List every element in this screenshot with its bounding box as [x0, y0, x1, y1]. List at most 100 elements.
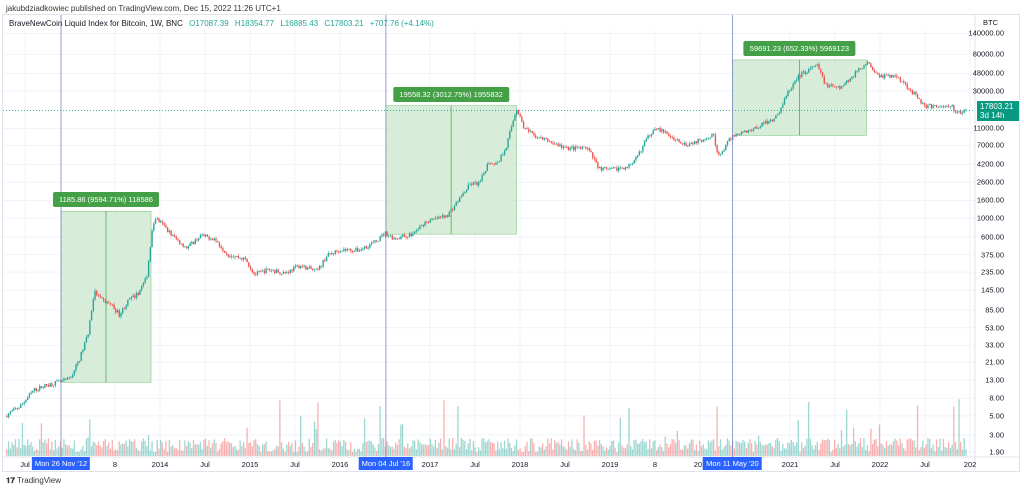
tradingview-logo[interactable]: 𝟏𝟕 TradingView [6, 476, 62, 485]
volume-bar [408, 448, 411, 456]
volume-bar [818, 449, 820, 456]
candle-body [139, 289, 141, 295]
volume-bar [334, 439, 336, 456]
candle-body [783, 98, 786, 105]
candle-body [519, 113, 521, 117]
volume-bar [545, 446, 547, 456]
volume-bar [963, 438, 965, 456]
candle-body [58, 380, 60, 382]
candle-body [870, 63, 872, 68]
volume-bar [438, 442, 440, 456]
volume-bar [433, 446, 435, 456]
volume-bar [265, 441, 267, 456]
volume-bar [960, 441, 962, 456]
volume-bar [847, 444, 850, 456]
candle-body [616, 167, 618, 171]
volume-bar [329, 448, 331, 456]
volume-bar [609, 445, 611, 456]
candle-body [438, 216, 440, 219]
volume-bar [203, 439, 205, 456]
candle-body [628, 164, 630, 168]
candle-body [956, 111, 959, 113]
range-label[interactable]: 1185.86 (9594.71%) 118586 [53, 192, 159, 208]
candle-body [370, 243, 373, 245]
volume-bar [718, 446, 720, 456]
candle-body [602, 167, 604, 171]
candle-body [210, 238, 212, 240]
candle-body [747, 130, 749, 133]
candle-body [434, 217, 437, 219]
volume-bar [191, 447, 193, 456]
candle-body [7, 413, 10, 418]
candle-body [818, 64, 820, 70]
volume-bar [241, 445, 243, 456]
candle-body [412, 233, 414, 237]
volume-bar [446, 447, 449, 456]
candle-body [858, 68, 860, 71]
candle-body [248, 262, 250, 267]
volume-bar [745, 448, 748, 456]
volume-bar [443, 400, 445, 456]
candle-body [809, 67, 812, 70]
volume-bar [916, 405, 919, 456]
candle-body [909, 89, 912, 91]
candle-body [960, 110, 962, 114]
volume-bar [222, 441, 224, 456]
volume-bar [536, 451, 539, 456]
volume-bar [559, 444, 561, 456]
volume-bar [533, 443, 535, 456]
volume-bar [25, 446, 27, 456]
y-tick-label: 2600.00 [976, 177, 1004, 187]
candle-body [61, 380, 63, 382]
candle-body [728, 138, 730, 142]
volume-bar [182, 450, 184, 456]
candle-body [892, 74, 895, 77]
candle-body [372, 242, 374, 244]
volume-bar [127, 446, 129, 456]
candle-body [291, 269, 293, 272]
volume-bar [524, 445, 526, 456]
candle-body [388, 235, 390, 237]
volume-bar [932, 444, 934, 456]
volume-bar [320, 450, 323, 456]
volume-bar [284, 451, 286, 456]
candle-body [861, 68, 863, 70]
volume-bar [372, 444, 374, 456]
candle-body [706, 138, 708, 140]
range-label[interactable]: 59691.23 (652.33%) 5969123 [743, 40, 856, 56]
candle-body [306, 267, 309, 270]
volume-bar [115, 449, 117, 456]
volume-bar [260, 451, 262, 456]
volume-bar [870, 428, 872, 456]
candle-body [490, 163, 492, 165]
candle-body [816, 64, 819, 66]
candle-body [312, 269, 314, 270]
volume-bar [315, 428, 317, 456]
candle-body [376, 240, 378, 242]
candle-body [846, 80, 848, 84]
volume-bar [116, 450, 119, 456]
candle-body [101, 297, 103, 299]
candle-body [249, 266, 252, 270]
candle-body [457, 201, 459, 203]
volume-bar [649, 439, 651, 456]
range-label[interactable]: 19558.32 (3012.75%) 1955832 [393, 86, 509, 102]
volume-bar [306, 451, 309, 456]
volume-bar [509, 443, 511, 456]
candle-body [569, 148, 571, 151]
candle-body [536, 137, 539, 139]
volume-bar [541, 443, 544, 456]
volume-bar [711, 440, 713, 456]
volume-bar [878, 424, 881, 456]
y-tick-label: 600.00 [981, 232, 1004, 242]
volume-bar [664, 436, 666, 456]
volume-bar [453, 449, 456, 456]
candle-body [768, 121, 770, 124]
volume-bar [213, 439, 215, 456]
candle-body [187, 246, 190, 249]
candle-body [351, 251, 354, 253]
candle-body [341, 250, 343, 252]
volume-bar [935, 439, 938, 456]
volume-bar [206, 445, 208, 456]
